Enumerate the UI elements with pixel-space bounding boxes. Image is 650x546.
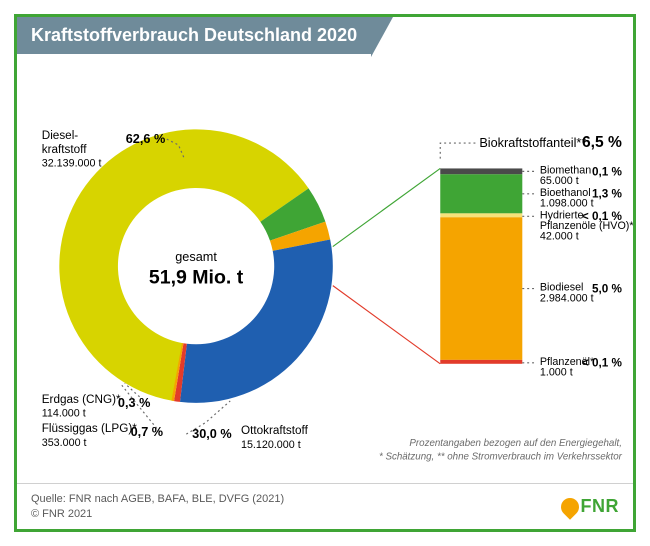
svg-text:32.139.000 t: 32.139.000 t	[42, 157, 102, 169]
bio-bar	[440, 217, 522, 360]
logo-text: FNR	[581, 496, 620, 517]
svg-text:353.000 t: 353.000 t	[42, 437, 87, 449]
bio-title-pct: 6,5 %	[582, 134, 622, 151]
svg-text:kraftstoff: kraftstoff	[42, 143, 87, 156]
svg-text:30,0 %: 30,0 %	[192, 427, 232, 441]
leaf-icon	[557, 494, 582, 519]
chart-title: Kraftstoffverbrauch Deutschland 2020	[31, 25, 357, 45]
bio-breakout: Biokraftstoffanteil**6,5 %Biomethan65.00…	[333, 134, 633, 379]
bio-bar	[440, 168, 522, 174]
svg-text:Erdgas (CNG)*: Erdgas (CNG)*	[42, 393, 121, 406]
source-block: Quelle: FNR nach AGEB, BAFA, BLE, DVFG (…	[31, 492, 284, 521]
svg-text:1.098.000 t: 1.098.000 t	[540, 198, 594, 210]
source-line-1: Quelle: FNR nach AGEB, BAFA, BLE, DVFG (…	[31, 492, 284, 506]
svg-text:0,1 %: 0,1 %	[592, 165, 623, 178]
center-label-bottom: 51,9 Mio. t	[149, 267, 244, 289]
bio-bar	[440, 360, 522, 364]
svg-text:< 0,1 %: < 0,1 %	[582, 210, 623, 223]
svg-text:2.984.000 t: 2.984.000 t	[540, 292, 594, 304]
bio-title: Biokraftstoffanteil**	[479, 136, 586, 150]
svg-text:65.000 t: 65.000 t	[540, 175, 579, 187]
svg-text:15.120.000 t: 15.120.000 t	[241, 439, 301, 451]
footnote-1: Prozentangaben bezogen auf den Energiege…	[409, 438, 622, 449]
bio-bar	[440, 174, 522, 213]
fnr-logo: FNR	[561, 496, 620, 517]
bio-bar	[440, 213, 522, 217]
svg-text:42.000 t: 42.000 t	[540, 231, 579, 243]
svg-text:0,3 %: 0,3 %	[118, 396, 150, 410]
title-bar: Kraftstoffverbrauch Deutschland 2020	[17, 17, 371, 54]
source-line-2: © FNR 2021	[31, 507, 284, 521]
svg-text:1.000 t: 1.000 t	[540, 367, 573, 379]
footer: Quelle: FNR nach AGEB, BAFA, BLE, DVFG (…	[17, 483, 633, 529]
footnote-2: * Schätzung, ** ohne Stromverbrauch im V…	[379, 452, 623, 463]
chart-frame: Kraftstoffverbrauch Deutschland 2020 ges…	[0, 0, 650, 546]
svg-text:Ottokraftstoff: Ottokraftstoff	[241, 424, 309, 437]
svg-text:Flüssiggas (LPG)*: Flüssiggas (LPG)*	[42, 422, 138, 435]
center-label-top: gesamt	[175, 250, 217, 264]
chart-area: gesamt 51,9 Mio. t 62,6 % Diesel-kraftsto…	[17, 61, 633, 481]
svg-text:1,3 %: 1,3 %	[592, 188, 623, 201]
svg-text:114.000 t: 114.000 t	[42, 408, 86, 420]
svg-text:< 0,1 %: < 0,1 %	[582, 357, 623, 370]
svg-text:Diesel-: Diesel-	[42, 129, 79, 142]
chart-svg: gesamt 51,9 Mio. t 62,6 % Diesel-kraftsto…	[17, 61, 633, 481]
svg-text:62,6 %: 62,6 %	[126, 132, 166, 146]
svg-text:5,0 %: 5,0 %	[592, 282, 623, 295]
chart-card: Kraftstoffverbrauch Deutschland 2020 ges…	[14, 14, 636, 532]
